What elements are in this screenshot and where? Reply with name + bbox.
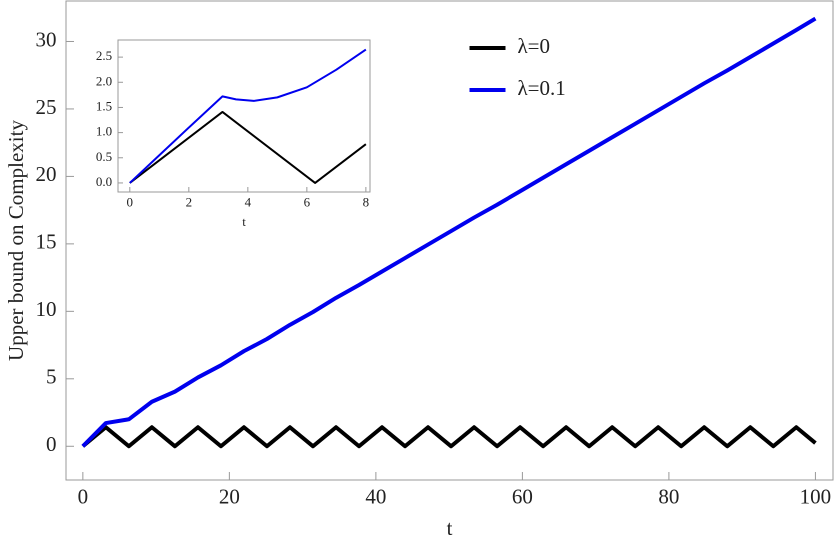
x-tick-label: 0 [127, 195, 134, 210]
x-tick-label: 6 [304, 195, 311, 210]
y-tick-label: 15 [36, 230, 57, 254]
y-tick-label: 1.5 [96, 98, 112, 113]
x-tick-label: 20 [219, 485, 240, 509]
x-tick-label: 2 [186, 195, 193, 210]
x-tick-label: 8 [363, 195, 370, 210]
x-tick-label: 100 [800, 485, 832, 509]
legend-label: λ=0 [518, 34, 551, 58]
x-tick-label: 80 [658, 485, 679, 509]
series-line [81, 425, 817, 449]
series-line [81, 16, 817, 448]
y-tick-label: 2.0 [96, 73, 112, 88]
x-tick-label: 40 [365, 485, 386, 509]
y-tick-label: 0 [46, 432, 57, 456]
x-tick-label: 4 [245, 195, 252, 210]
plot-frame [117, 39, 371, 193]
x-axis-label: t [242, 214, 246, 229]
legend-label: λ=0.1 [518, 76, 566, 100]
series-line [129, 48, 367, 184]
y-tick-label: 5 [46, 365, 57, 389]
y-tick-label: 0.0 [96, 174, 112, 189]
x-tick-label: 0 [78, 485, 89, 509]
series-line [129, 110, 367, 184]
y-tick-label: 2.5 [96, 48, 112, 63]
y-tick-label: 25 [36, 95, 57, 119]
x-axis-label: t [447, 516, 453, 540]
y-tick-label: 10 [36, 297, 57, 321]
y-tick-label: 1.0 [96, 124, 112, 139]
inset-background [118, 40, 370, 192]
y-tick-label: 30 [36, 27, 57, 51]
y-tick-label: 0.5 [96, 149, 112, 164]
x-tick-label: 60 [512, 485, 533, 509]
y-axis-label: Upper bound on Complexity [4, 120, 28, 361]
y-tick-label: 20 [36, 162, 57, 186]
plot-frame [65, 0, 834, 481]
